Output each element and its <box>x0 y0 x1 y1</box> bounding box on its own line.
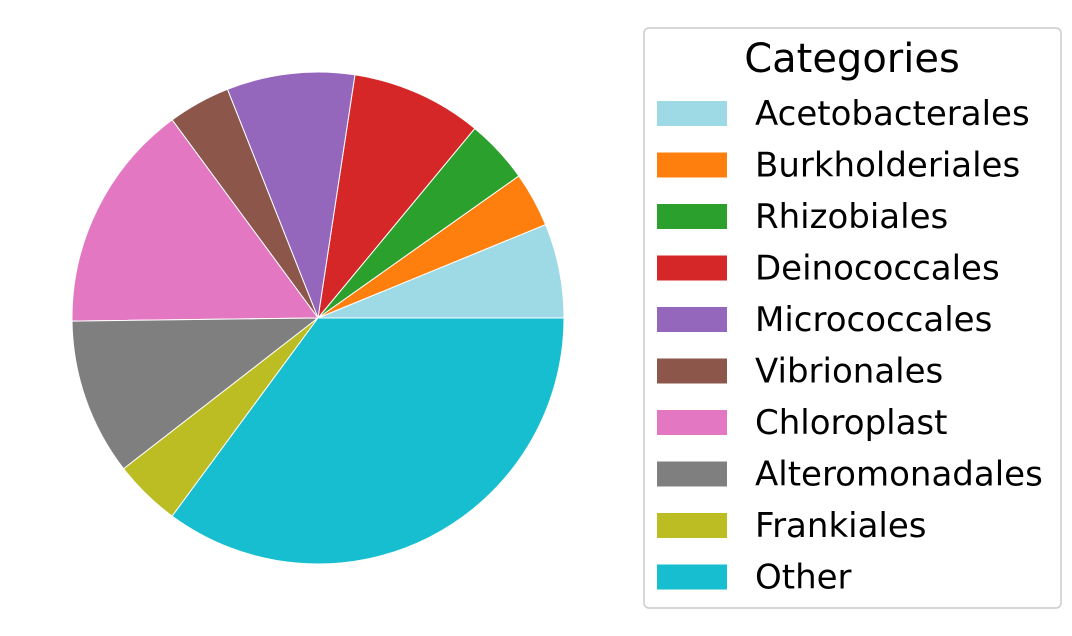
legend-item-burkholderiales: Burkholderiales <box>657 146 1020 186</box>
legend-item-vibrionales: Vibrionales <box>657 352 943 392</box>
legend-label: Deinococcales <box>755 249 1000 289</box>
legend-label: Burkholderiales <box>755 146 1020 186</box>
legend-item-deinococcales: Deinococcales <box>657 249 1000 289</box>
pie-slice-micrococcales <box>226 71 356 320</box>
legend-label: Alteromonadales <box>755 455 1043 495</box>
legend-label: Vibrionales <box>755 352 943 392</box>
pie-slice-deinococcales <box>317 74 476 320</box>
legend-swatch <box>657 152 727 178</box>
legend-swatch <box>657 307 727 332</box>
legend-item-acetobacterales: Acetobacterales <box>657 94 1030 134</box>
legend-label: Acetobacterales <box>755 94 1030 134</box>
legend-swatch <box>657 255 727 281</box>
legend-frame <box>643 27 1062 609</box>
legend-items: Acetobacterales Burkholderiales Rhizobiale… <box>657 94 1043 598</box>
legend-item-alteromonadales: Alteromonadales <box>657 455 1043 495</box>
legend-swatch <box>657 101 727 126</box>
legend-swatch <box>657 564 727 590</box>
legend-swatch <box>657 358 727 384</box>
legend-title: Categories <box>744 36 960 82</box>
legend-item-frankiales: Frankiales <box>657 506 927 546</box>
legend-swatch <box>657 461 727 487</box>
legend-label: Rhizobiales <box>755 197 948 237</box>
legend-item-other: Other <box>657 558 852 598</box>
legend-swatch <box>657 513 727 538</box>
pie-slice-alteromonadales <box>71 317 320 470</box>
legend-item-rhizobiales: Rhizobiales <box>657 197 948 237</box>
legend-label: Chloroplast <box>755 403 947 443</box>
legend-label: Other <box>755 558 852 598</box>
pie-slice-chloroplast <box>71 119 319 322</box>
legend-label: Micrococcales <box>755 300 992 340</box>
pie-slices <box>71 71 565 565</box>
legend-swatch <box>657 204 727 229</box>
pie-slice-other <box>171 317 565 565</box>
legend-label: Frankiales <box>755 506 927 546</box>
legend-item-micrococcales: Micrococcales <box>657 300 992 340</box>
legend-item-chloroplast: Chloroplast <box>657 403 947 443</box>
legend-swatch <box>657 410 727 435</box>
legend: Categories Acetobacterales Burkholderiale… <box>643 27 1062 609</box>
